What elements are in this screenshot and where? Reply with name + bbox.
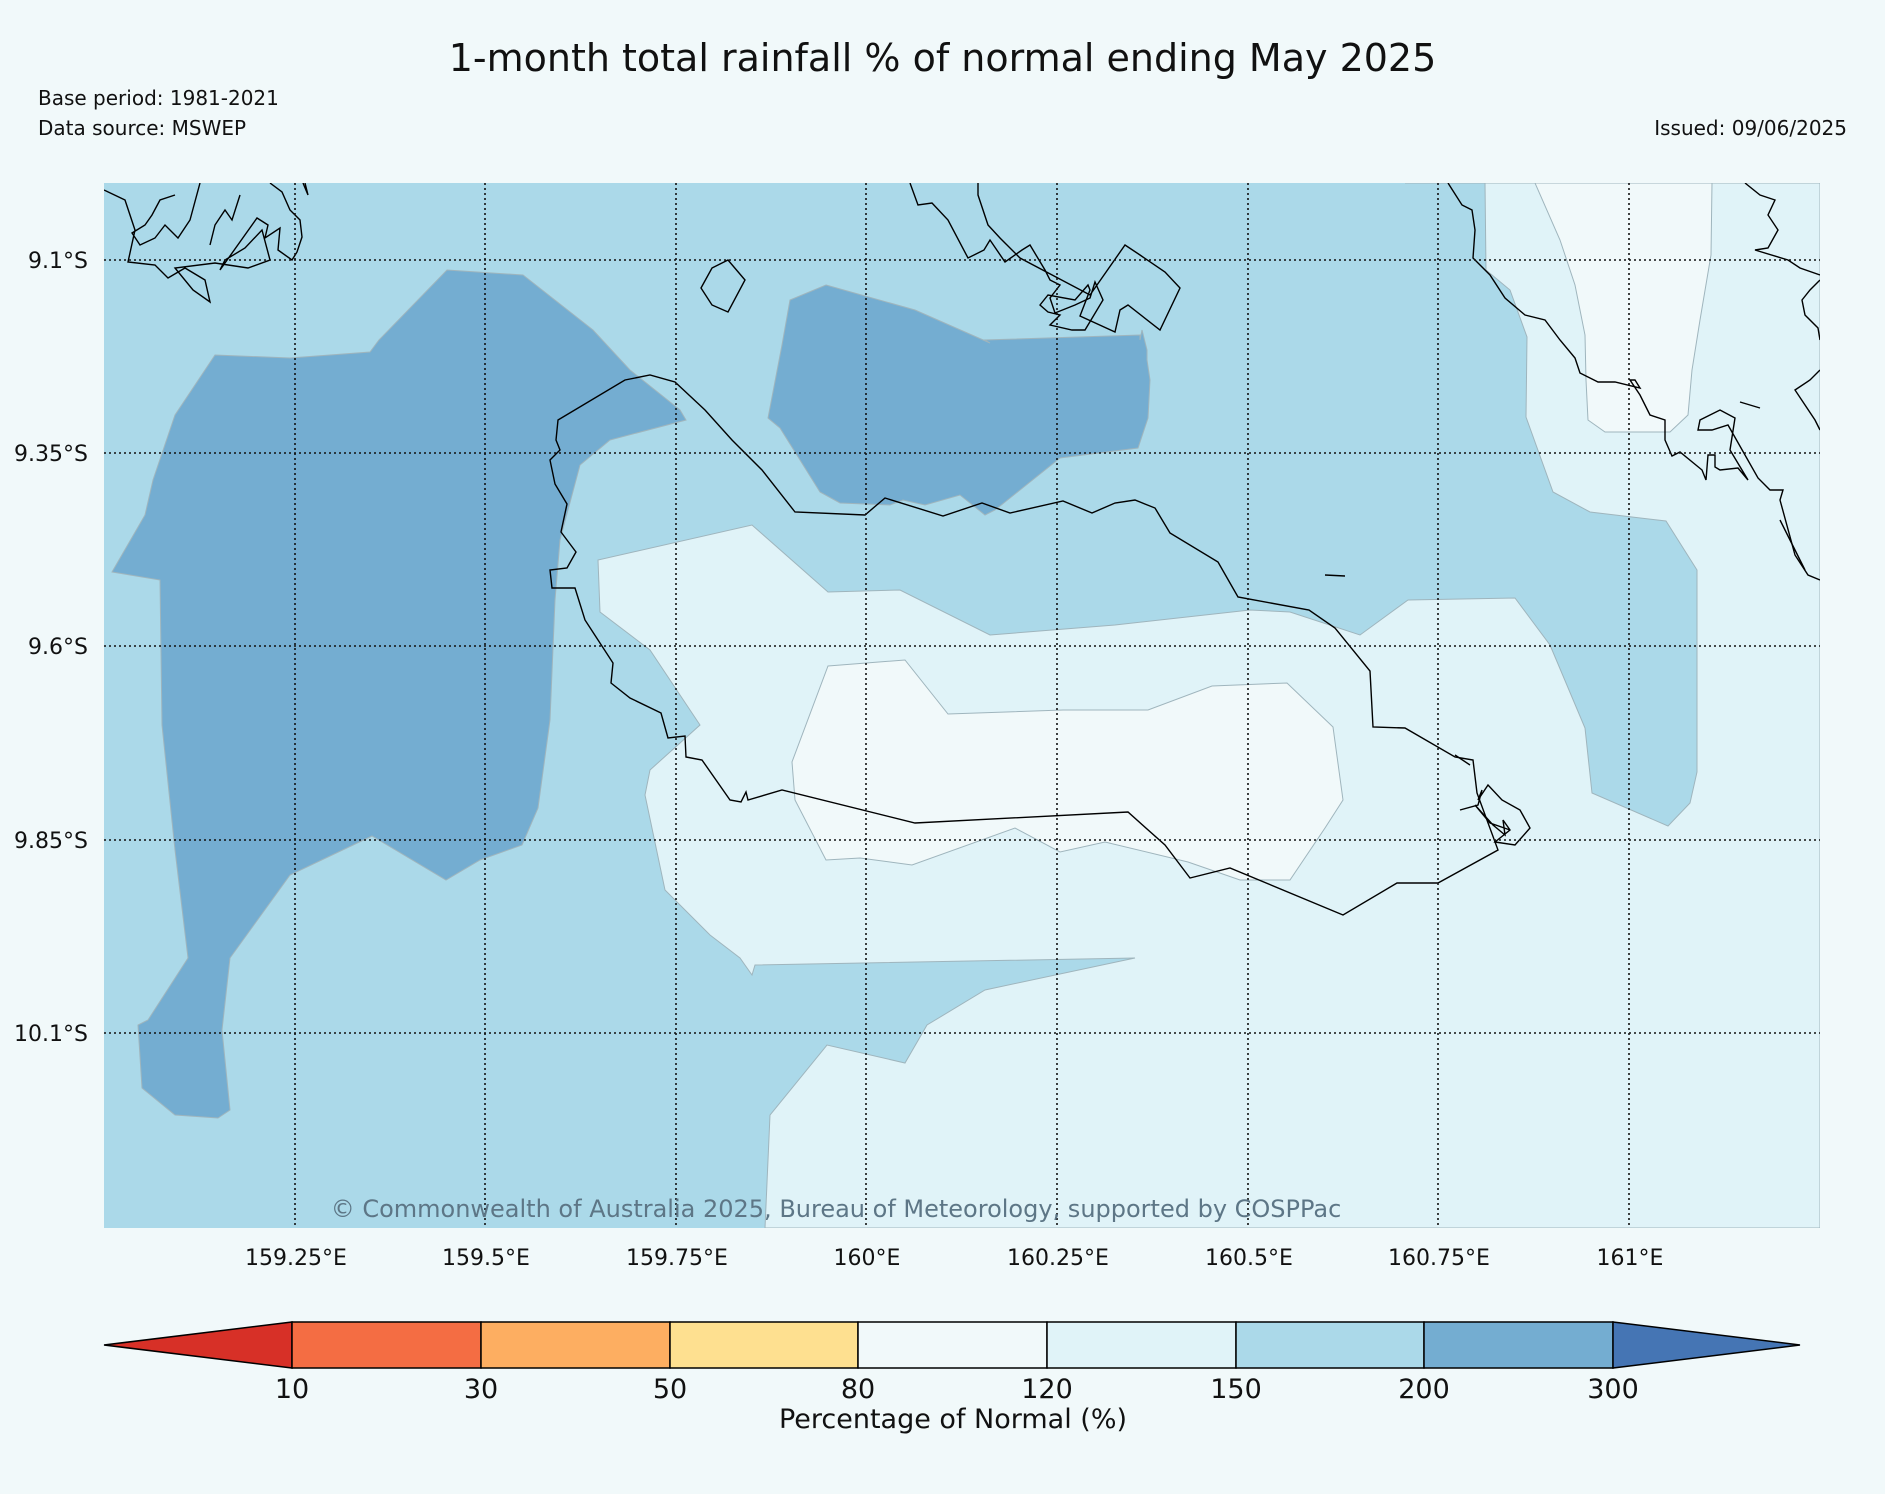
colorbar-30-50 (480, 1321, 671, 1369)
lat-label-9-6: 9.6°S (28, 635, 88, 660)
lon-label-160: 160°E (834, 1246, 901, 1271)
graticule (104, 183, 1820, 1228)
zone-80-120-northeast (1534, 183, 1713, 433)
lat-label-10-1: 10.1°S (14, 1022, 88, 1047)
lat-label-9-1: 9.1°S (28, 249, 88, 274)
colorbar-tick-10: 10 (275, 1374, 309, 1405)
colorbar-tick-120: 120 (1021, 1374, 1073, 1405)
coastline-savo (700, 259, 746, 313)
lon-label-161: 161°E (1597, 1246, 1664, 1271)
colorbar-tick-200: 200 (1398, 1374, 1450, 1405)
colorbar-tick-150: 150 (1210, 1374, 1262, 1405)
coastline-santa-isabel (104, 183, 309, 304)
lon-label-159-5: 159.5°E (442, 1246, 530, 1271)
lon-label-160-75: 160.75°E (1388, 1246, 1490, 1271)
lat-label-9-35: 9.35°S (14, 442, 88, 467)
colorbar-below-10 (103, 1321, 293, 1369)
colorbar-200-300 (1423, 1321, 1614, 1369)
colorbar-tick-50: 50 (653, 1374, 687, 1405)
coastline-florida-islands (909, 183, 1181, 333)
colorbar-150-200 (1235, 1321, 1425, 1369)
data-source-note: Data source: MSWEP (38, 116, 247, 140)
lon-label-160-5: 160.5°E (1205, 1246, 1293, 1271)
lat-labels: 9.1°S 9.35°S 9.6°S 9.85°S 10.1°S (14, 249, 88, 1047)
lon-labels: 159.25°E 159.5°E 159.75°E 160°E 160.25°E… (245, 1246, 1663, 1271)
colorbar-tick-300: 300 (1587, 1374, 1639, 1405)
colorbar-tick-labels: 10 30 50 80 120 150 200 300 (275, 1374, 1639, 1405)
colorbar-80-120 (857, 1321, 1048, 1369)
lon-label-160-25: 160.25°E (1007, 1246, 1109, 1271)
colorbar-tick-30: 30 (464, 1374, 498, 1405)
zone-80-120-center (791, 659, 1344, 881)
lat-label-9-85: 9.85°S (14, 829, 88, 854)
coastlines (104, 183, 1820, 916)
coastline-malaita-east (1744, 183, 1820, 431)
coastline-malaita-west (1447, 183, 1820, 581)
colorbar-50-80 (669, 1321, 859, 1369)
lon-label-159-75: 159.75°E (626, 1246, 728, 1271)
colorbar-tick-80: 80 (841, 1374, 875, 1405)
issued-date: Issued: 09/06/2025 (1654, 116, 1847, 140)
coastline-guadalcanal (549, 374, 1499, 916)
colorbar-above-300 (1612, 1321, 1801, 1369)
lon-label-159-25: 159.25°E (245, 1246, 347, 1271)
colorbar-10-30 (291, 1321, 482, 1369)
base-period-note: Base period: 1981-2021 (38, 86, 279, 110)
colorbar-120-150 (1046, 1321, 1237, 1369)
colorbar (103, 1321, 1801, 1369)
colorbar-title: Percentage of Normal (%) (779, 1404, 1127, 1435)
copyright-notice: © Commonwealth of Australia 2025, Bureau… (331, 1195, 1342, 1223)
zone-200-300-west (111, 269, 687, 1119)
map-title: 1-month total rainfall % of normal endin… (448, 36, 1437, 80)
zone-200-300-north (767, 284, 1151, 516)
coastline-islets (1324, 401, 1806, 846)
map-panel: © Commonwealth of Australia 2025, Bureau… (104, 183, 1820, 1228)
